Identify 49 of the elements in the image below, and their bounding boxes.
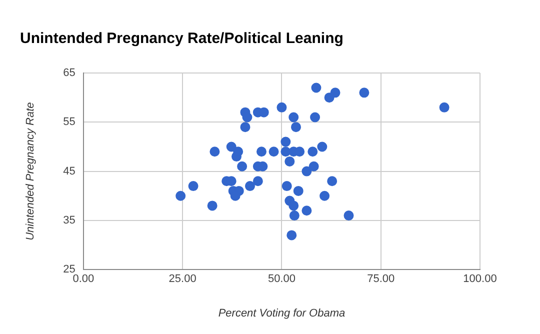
x-tick-label: 100.00 — [463, 273, 497, 286]
point — [320, 190, 330, 201]
point — [176, 190, 186, 201]
x-tick-label: 25.00 — [168, 273, 196, 286]
point — [268, 146, 279, 157]
point — [302, 206, 312, 216]
point — [242, 112, 252, 122]
x-axis-title: Percent Voting for Obama — [218, 307, 346, 320]
y-tick-label: 45 — [63, 165, 76, 178]
y-tick-label: 25 — [63, 264, 76, 276]
point — [289, 210, 300, 221]
y-axis-title: Unintended Pregnancy Rate — [24, 102, 37, 240]
point — [359, 88, 370, 98]
point — [293, 186, 304, 196]
point — [276, 102, 287, 112]
point — [308, 161, 319, 172]
point — [288, 200, 299, 211]
point — [240, 122, 250, 132]
point — [280, 136, 291, 147]
point — [327, 176, 338, 186]
chart-title: Unintended Pregnancy Rate/Political Leaning — [20, 30, 344, 48]
point — [344, 210, 354, 221]
point — [244, 181, 255, 192]
point — [284, 156, 295, 166]
point — [308, 146, 318, 157]
point — [233, 146, 244, 157]
point — [210, 146, 220, 157]
point — [207, 200, 218, 211]
point — [256, 146, 266, 157]
point — [252, 176, 263, 186]
point — [188, 181, 198, 192]
point — [311, 82, 322, 93]
point — [286, 230, 297, 240]
y-tick-label: 35 — [63, 214, 76, 226]
point — [439, 102, 450, 112]
x-tick-label: 75.00 — [367, 273, 395, 286]
x-tick-label: 0.00 — [72, 273, 94, 286]
y-tick-label: 65 — [63, 67, 76, 80]
point — [302, 166, 312, 176]
point — [330, 88, 340, 98]
point — [226, 142, 236, 152]
point — [310, 112, 320, 122]
point — [290, 122, 301, 132]
x-tick-label: 50.00 — [268, 273, 296, 286]
y-tick-label: 55 — [63, 116, 76, 128]
point — [288, 112, 299, 122]
point — [237, 161, 248, 172]
point — [317, 142, 328, 152]
point — [282, 181, 292, 192]
